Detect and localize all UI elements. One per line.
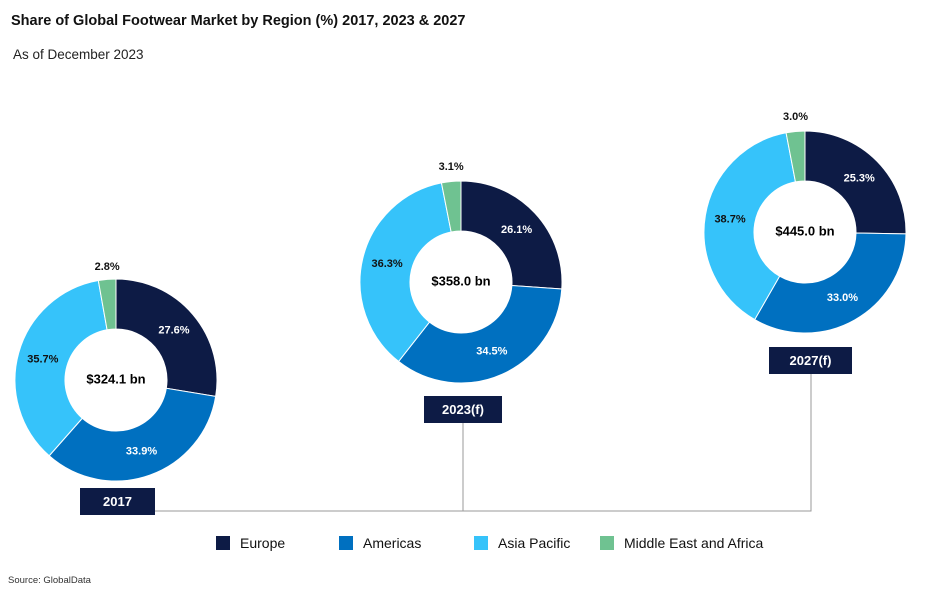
legend-swatch-middle-east-africa: [600, 536, 614, 550]
source-note: Source: GlobalData: [8, 575, 91, 586]
legend-label-middle-east-africa: Middle East and Africa: [624, 535, 764, 551]
legend-item-europe: Europe: [216, 535, 285, 551]
data-label-2023-f-middle-east-and-africa: 3.1%: [439, 161, 464, 173]
legend-label-asia-pacific: Asia Pacific: [498, 535, 571, 551]
data-label-2023-f-americas: 34.5%: [476, 345, 507, 357]
slice-2023-f-asia-pacific: [359, 182, 452, 363]
center-total-2017: $324.1 bn: [86, 371, 145, 386]
period-box-2017: [80, 488, 155, 515]
slice-2017-middle-east-and-africa: [97, 278, 117, 331]
data-label-2027-f-asia-pacific: 38.7%: [714, 213, 745, 225]
slice-2027-f-americas: [754, 232, 907, 334]
data-label-2017-middle-east-and-africa: 2.8%: [95, 261, 120, 273]
legend-swatch-asia-pacific: [474, 536, 488, 550]
period-box-2027-f: [769, 347, 852, 374]
legend-item-americas: Americas: [339, 535, 421, 551]
chart-title: Share of Global Footwear Market by Regio…: [11, 13, 466, 29]
slice-2017-asia-pacific: [14, 279, 108, 457]
legend-swatch-europe: [216, 536, 230, 550]
period-label-2017: 2017: [103, 494, 132, 509]
data-label-2023-f-europe: 26.1%: [501, 224, 532, 236]
slice-2023-f-europe: [460, 180, 563, 290]
period-box-2023-f: [424, 396, 502, 423]
slice-2017-europe: [115, 278, 218, 398]
data-label-2017-asia-pacific: 35.7%: [27, 353, 58, 365]
legend-label-americas: Americas: [363, 535, 422, 551]
slice-2027-f-europe: [804, 130, 907, 235]
slice-2027-f-middle-east-and-africa: [785, 130, 806, 183]
slice-2017-americas: [48, 387, 217, 482]
slice-2023-f-americas: [397, 284, 563, 384]
center-total-2023-f: $358.0 bn: [431, 273, 490, 288]
center-total-2027-f: $445.0 bn: [775, 223, 834, 238]
data-label-2027-f-europe: 25.3%: [844, 173, 875, 185]
legend-swatch-americas: [339, 536, 353, 550]
data-label-2023-f-asia-pacific: 36.3%: [371, 258, 402, 270]
data-label-2017-americas: 33.9%: [126, 445, 157, 457]
chart-subtitle: As of December 2023: [13, 47, 144, 62]
connector-line: [155, 374, 812, 512]
slice-2027-f-asia-pacific: [703, 132, 797, 321]
period-label-2027-f: 2027(f): [790, 353, 832, 368]
slice-2023-f-middle-east-and-africa: [440, 180, 462, 233]
period-label-2023-f: 2023(f): [442, 402, 484, 417]
data-label-2017-europe: 27.6%: [158, 325, 189, 337]
data-label-2027-f-middle-east-and-africa: 3.0%: [783, 111, 808, 123]
legend-label-europe: Europe: [240, 535, 286, 551]
legend-item-asia-pacific: Asia Pacific: [474, 535, 570, 551]
data-label-2027-f-americas: 33.0%: [827, 292, 858, 304]
legend-item-middle-east-africa: Middle East and Africa: [600, 535, 763, 551]
